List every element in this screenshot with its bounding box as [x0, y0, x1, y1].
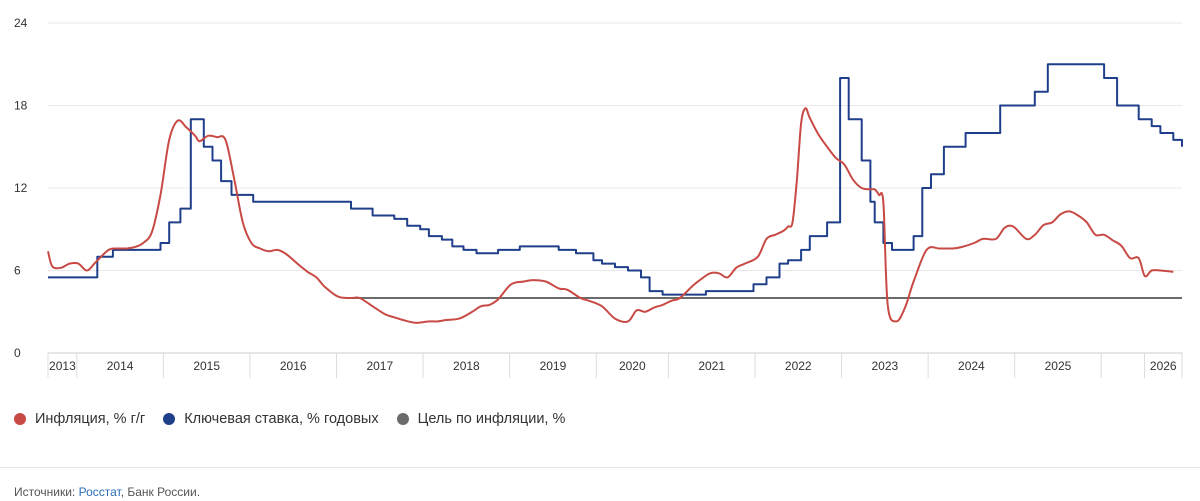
y-tick-label: 12 — [14, 181, 28, 195]
x-tick-label: 2017 — [366, 359, 393, 373]
x-tick-label: 2023 — [871, 359, 898, 373]
x-tick-label: 2025 — [1045, 359, 1072, 373]
legend-dot-icon — [14, 413, 26, 425]
x-tick-label: 2018 — [453, 359, 480, 373]
source-prefix: Источники: — [14, 485, 76, 499]
legend-label: Цель по инфляции, % — [417, 411, 566, 427]
legend: Инфляция, % г/г Ключевая ставка, % годов… — [14, 411, 583, 427]
source-suffix: , Банк России. — [120, 485, 201, 499]
x-tick-label: 2026 — [1150, 359, 1177, 373]
legend-label: Инфляция, % г/г — [35, 411, 146, 427]
x-tick-label: 2024 — [958, 359, 985, 373]
legend-item-inflation-target[interactable]: Цель по инфляции, % — [396, 411, 566, 427]
legend-item-key-rate[interactable]: Ключевая ставка, % годовых — [163, 411, 379, 427]
x-axis: 2013 2014 2015 2016 2017 2018 2019 2020 2021 2022… — [47, 352, 1183, 378]
y-tick-label: 24 — [14, 16, 28, 30]
legend-dot-icon — [396, 413, 409, 425]
y-tick-label: 0 — [14, 346, 21, 360]
grid-lines — [48, 22, 1182, 271]
x-tick-label: 2016 — [280, 359, 307, 373]
line-chart: 0 6 12 18 24 2013 2014 2015 2016 2017 2018 2019 202… — [14, 16, 1183, 378]
series-line-key-rate — [48, 63, 1183, 296]
y-axis: 0 6 12 18 24 — [14, 16, 28, 360]
y-tick-label: 18 — [14, 99, 28, 113]
x-tick-label: 2013 — [49, 359, 76, 373]
divider — [0, 467, 1200, 468]
x-tick-label: 2015 — [193, 359, 220, 373]
x-tick-label: 2019 — [540, 359, 567, 373]
legend-dot-icon — [163, 413, 176, 425]
series-line-inflation — [47, 107, 1174, 324]
x-tick-label: 2021 — [698, 359, 725, 373]
x-tick-label: 2022 — [785, 359, 812, 373]
source-link-rosstat[interactable]: Росстат — [78, 485, 121, 499]
x-tick-label: 2014 — [107, 359, 134, 373]
legend-item-inflation[interactable]: Инфляция, % г/г — [14, 411, 145, 427]
source-note: Источники: Росстат, Банк России. — [14, 485, 200, 499]
legend-label: Ключевая ставка, % годовых — [184, 411, 379, 427]
series-layer — [47, 63, 1183, 324]
x-tick-label: 2020 — [619, 359, 646, 373]
y-tick-label: 6 — [14, 264, 21, 278]
